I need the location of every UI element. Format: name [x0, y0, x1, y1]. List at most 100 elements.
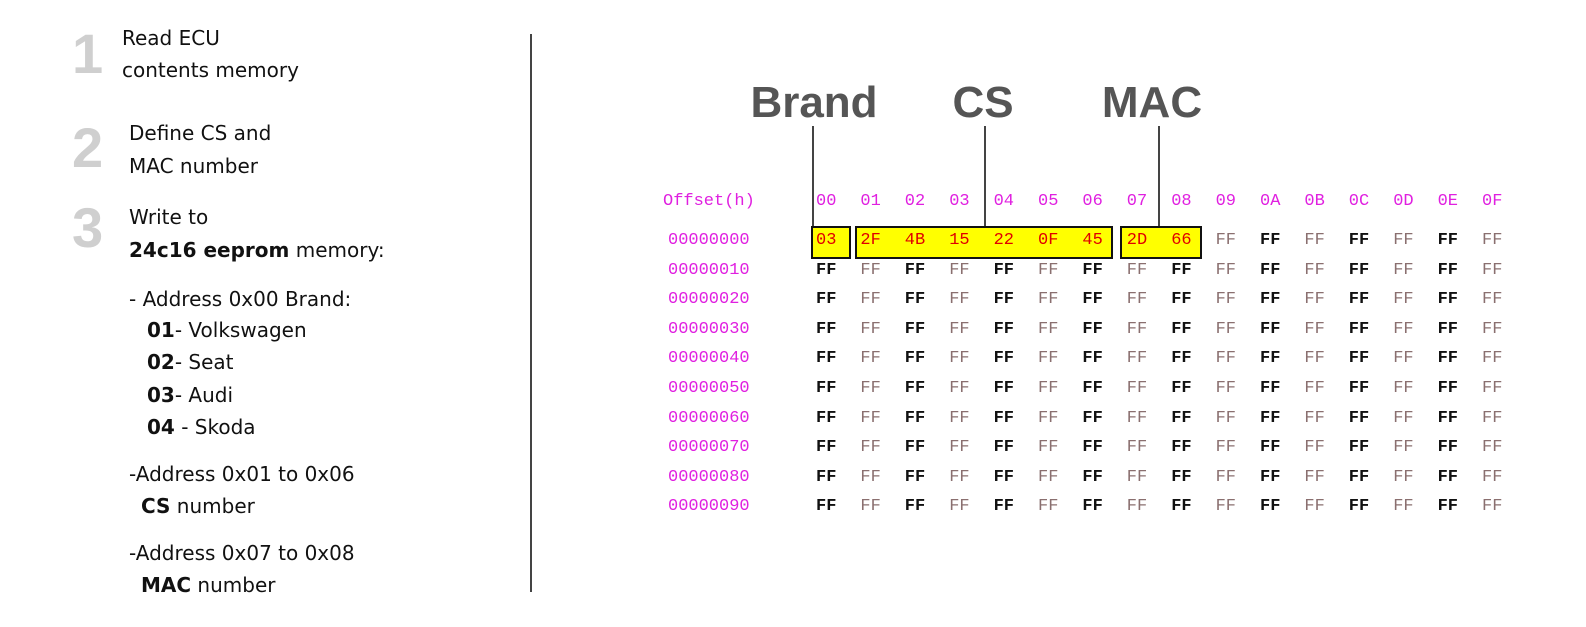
- brand-name: Seat: [188, 350, 234, 375]
- hex-byte: FF: [1482, 438, 1503, 458]
- hex-byte: FF: [1304, 290, 1325, 310]
- mac-pointer-line: [1158, 126, 1160, 226]
- hex-byte: 2D: [1126, 231, 1148, 250]
- divider: [530, 34, 532, 592]
- hex-byte: FF: [1126, 497, 1148, 517]
- mac-label: MAC: [1101, 78, 1203, 127]
- step-number-2: 2: [72, 116, 104, 179]
- hex-byte: 15: [949, 231, 970, 250]
- hex-byte: FF: [993, 319, 1014, 339]
- hex-byte: FF: [1482, 319, 1503, 339]
- brand-highlight-box: [811, 226, 851, 259]
- hex-byte: FF: [816, 290, 837, 310]
- hex-byte: FF: [1482, 467, 1503, 487]
- row-offset: 00000040: [668, 349, 750, 369]
- cs-address-header: -Address 0x01 to 0x06: [129, 462, 355, 486]
- hex-byte: FF: [1348, 319, 1370, 339]
- hex-byte: FF: [1215, 231, 1236, 250]
- hex-byte: FF: [1260, 319, 1281, 339]
- step-3-line-1: Write to: [129, 205, 209, 229]
- hex-byte: 0F: [1038, 231, 1059, 250]
- hex-byte: FF: [1038, 260, 1059, 280]
- column-header: 0B: [1304, 192, 1325, 211]
- hex-byte: FF: [816, 497, 837, 517]
- hex-byte: FF: [1482, 379, 1503, 398]
- hex-byte: FF: [1038, 438, 1059, 458]
- hex-byte: 45: [1082, 231, 1103, 250]
- hex-byte: FF: [1260, 379, 1281, 398]
- column-header: 06: [1082, 192, 1103, 211]
- cs-rest: number: [170, 494, 255, 518]
- column-header: 0E: [1437, 192, 1458, 211]
- hex-byte: FF: [1126, 290, 1148, 310]
- hex-byte: FF: [949, 497, 970, 517]
- hex-byte: FF: [993, 379, 1014, 398]
- mac-number-label: MAC number: [141, 573, 275, 597]
- hex-byte: FF: [1393, 319, 1414, 339]
- hex-byte: FF: [1304, 408, 1325, 428]
- hex-byte: FF: [816, 319, 837, 339]
- hex-byte: FF: [993, 260, 1014, 280]
- column-header: 0A: [1260, 192, 1281, 211]
- hex-byte: FF: [1215, 379, 1236, 398]
- hex-byte: FF: [1126, 349, 1148, 369]
- hex-byte: FF: [1437, 319, 1458, 339]
- brand-name: Skoda: [194, 414, 256, 439]
- hex-byte: FF: [1038, 290, 1059, 310]
- hex-byte: FF: [860, 438, 881, 458]
- hex-byte: FF: [949, 408, 970, 428]
- hex-byte: FF: [949, 260, 970, 280]
- hex-byte: FF: [1437, 349, 1458, 369]
- hex-byte: FF: [993, 408, 1014, 428]
- row-offset: 00000020: [668, 290, 750, 310]
- brand-label: Brand: [750, 78, 878, 127]
- hex-byte: FF: [993, 467, 1014, 487]
- hex-byte: FF: [993, 349, 1014, 369]
- brand-pointer-line: [812, 126, 814, 226]
- mac-rest: number: [191, 573, 276, 597]
- hex-byte: FF: [1437, 467, 1458, 487]
- hex-byte: FF: [1348, 379, 1370, 398]
- hex-byte: FF: [1260, 467, 1281, 487]
- brand-code: 01: [147, 318, 175, 342]
- hex-byte: FF: [1304, 379, 1325, 398]
- step-3-rest: memory:: [289, 238, 385, 262]
- column-header: 00: [816, 192, 837, 211]
- hex-byte: FF: [1304, 497, 1325, 517]
- hex-byte: FF: [904, 319, 926, 339]
- hex-byte: FF: [1215, 497, 1236, 517]
- hex-byte: FF: [1437, 497, 1458, 517]
- hex-byte: FF: [1348, 290, 1370, 310]
- hex-byte: FF: [1171, 379, 1192, 398]
- row-offset: 00000060: [668, 408, 750, 428]
- step-number-1: 1: [72, 22, 104, 85]
- brand-code: 02: [147, 350, 175, 375]
- hex-byte: FF: [1393, 467, 1414, 487]
- hex-byte: FF: [1260, 497, 1281, 517]
- hex-byte: FF: [816, 438, 837, 458]
- brand-item: 03- Audi: [147, 383, 233, 407]
- hex-byte: FF: [1126, 467, 1148, 487]
- column-header: 0C: [1348, 192, 1370, 211]
- column-header: 05: [1038, 192, 1059, 211]
- column-header: 01: [860, 192, 881, 211]
- brand-name: Audi: [188, 382, 234, 407]
- hex-byte: FF: [1482, 408, 1503, 428]
- hex-byte: FF: [1171, 349, 1192, 369]
- hex-byte: FF: [993, 438, 1014, 458]
- hex-byte: FF: [1126, 438, 1148, 458]
- hex-byte: FF: [1393, 497, 1414, 517]
- hex-byte: FF: [1082, 497, 1103, 517]
- hex-byte: FF: [1260, 349, 1281, 369]
- row-offset: 00000000: [668, 231, 750, 250]
- hex-byte: FF: [860, 467, 881, 487]
- row-offset: 00000010: [668, 260, 750, 280]
- hex-byte: FF: [1437, 379, 1458, 398]
- brand-item: 04 - Skoda: [147, 415, 256, 439]
- hex-byte: FF: [1393, 438, 1414, 458]
- hex-byte: FF: [1082, 290, 1103, 310]
- column-header: 03: [949, 192, 970, 211]
- hex-byte: FF: [1437, 260, 1458, 280]
- brand-sep: -: [174, 350, 189, 375]
- hex-byte: FF: [904, 349, 926, 369]
